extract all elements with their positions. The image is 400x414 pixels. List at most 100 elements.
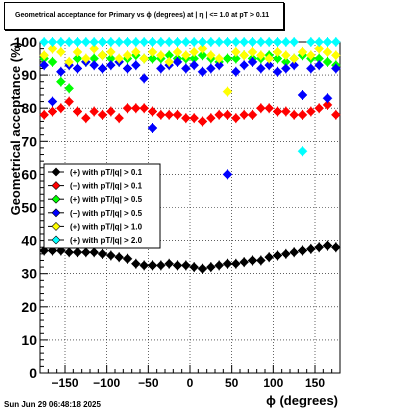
data-point	[89, 43, 100, 54]
data-point	[147, 53, 158, 64]
data-point	[180, 113, 191, 123]
data-point	[272, 106, 283, 117]
data-point	[122, 253, 133, 264]
data-point	[330, 242, 341, 253]
data-point	[64, 37, 75, 47]
data-point	[47, 57, 58, 67]
data-point	[297, 90, 308, 100]
data-point	[222, 169, 233, 180]
data-point	[80, 113, 91, 123]
data-point	[155, 260, 166, 271]
data-point	[205, 37, 216, 47]
data-point	[147, 123, 158, 133]
data-point	[147, 106, 158, 117]
data-point	[155, 37, 166, 47]
legend-marker	[51, 167, 61, 177]
data-point	[222, 37, 233, 47]
data-point	[114, 252, 125, 263]
data-point	[122, 50, 133, 61]
y-tick-label: 0	[29, 365, 37, 381]
data-point	[105, 60, 116, 71]
y-tick-label: 80	[21, 100, 37, 116]
data-point	[264, 60, 275, 71]
data-point	[322, 57, 333, 67]
legend-label: (−) with pT/|q| > 0.5	[70, 209, 143, 218]
data-point	[255, 103, 266, 114]
data-point	[47, 96, 58, 107]
data-point	[247, 47, 258, 57]
data-point	[97, 109, 108, 120]
data-point	[180, 37, 191, 47]
data-point	[289, 60, 300, 71]
data-point	[72, 106, 83, 117]
data-point	[322, 93, 333, 104]
series-1	[39, 96, 341, 127]
data-point	[247, 37, 258, 47]
data-point	[222, 86, 233, 97]
legend-label: (+) with pT/|q| > 0.5	[70, 195, 143, 204]
data-point	[214, 37, 225, 47]
legend-marker	[51, 221, 61, 231]
data-point	[322, 240, 333, 251]
data-point	[305, 63, 316, 74]
data-point	[330, 63, 341, 74]
data-point	[205, 63, 216, 74]
data-series	[39, 37, 341, 274]
data-point	[330, 50, 341, 61]
data-point	[297, 245, 308, 256]
data-point	[139, 53, 150, 64]
data-point	[305, 244, 316, 254]
data-point	[189, 113, 200, 123]
data-point	[197, 66, 208, 77]
data-point	[39, 37, 50, 47]
data-point	[314, 103, 325, 114]
data-point	[55, 76, 66, 87]
data-point	[89, 247, 100, 258]
data-point	[105, 250, 116, 261]
data-point	[172, 57, 183, 67]
legend-box	[43, 163, 161, 249]
data-point	[330, 37, 341, 47]
chart-title-box: Geometrical acceptance for Primary vs ϕ …	[4, 2, 284, 30]
data-point	[180, 260, 191, 271]
legend-marker	[51, 208, 61, 218]
data-point	[305, 37, 316, 47]
y-tick-label: 40	[21, 233, 37, 249]
axes: −150 −100 −50 0 50 100 150 0 10 20 30 40 50 60 70 80 90 1…	[14, 34, 341, 390]
x-tick-label: 150	[305, 376, 325, 390]
data-point	[205, 262, 216, 272]
data-point	[247, 109, 258, 120]
data-point	[114, 53, 125, 64]
data-point	[322, 37, 333, 47]
data-point	[39, 245, 50, 256]
data-point	[189, 47, 200, 57]
legend-label: (−) with pT/|q| > 0.1	[70, 182, 143, 191]
data-point	[97, 50, 108, 61]
data-point	[97, 37, 108, 47]
data-point	[272, 250, 283, 261]
data-point	[55, 37, 66, 47]
data-point	[197, 50, 208, 61]
data-point	[64, 57, 75, 67]
data-point	[297, 109, 308, 120]
data-point	[264, 103, 275, 114]
data-point	[314, 242, 325, 253]
x-tick-label: −50	[138, 376, 159, 390]
data-point	[255, 255, 266, 266]
data-point	[189, 60, 200, 71]
legend-marker	[51, 181, 61, 191]
data-point	[289, 37, 300, 47]
data-point	[122, 103, 133, 114]
data-point	[147, 37, 158, 47]
data-point	[214, 260, 225, 271]
data-point	[64, 247, 75, 258]
y-tick-label: 30	[21, 266, 37, 282]
data-point	[314, 60, 325, 71]
data-point	[72, 247, 83, 258]
data-point	[172, 260, 183, 271]
data-point	[47, 106, 58, 117]
data-point	[230, 66, 241, 77]
data-point	[255, 50, 266, 61]
x-tick-label: 0	[187, 376, 194, 390]
data-point	[114, 37, 125, 47]
